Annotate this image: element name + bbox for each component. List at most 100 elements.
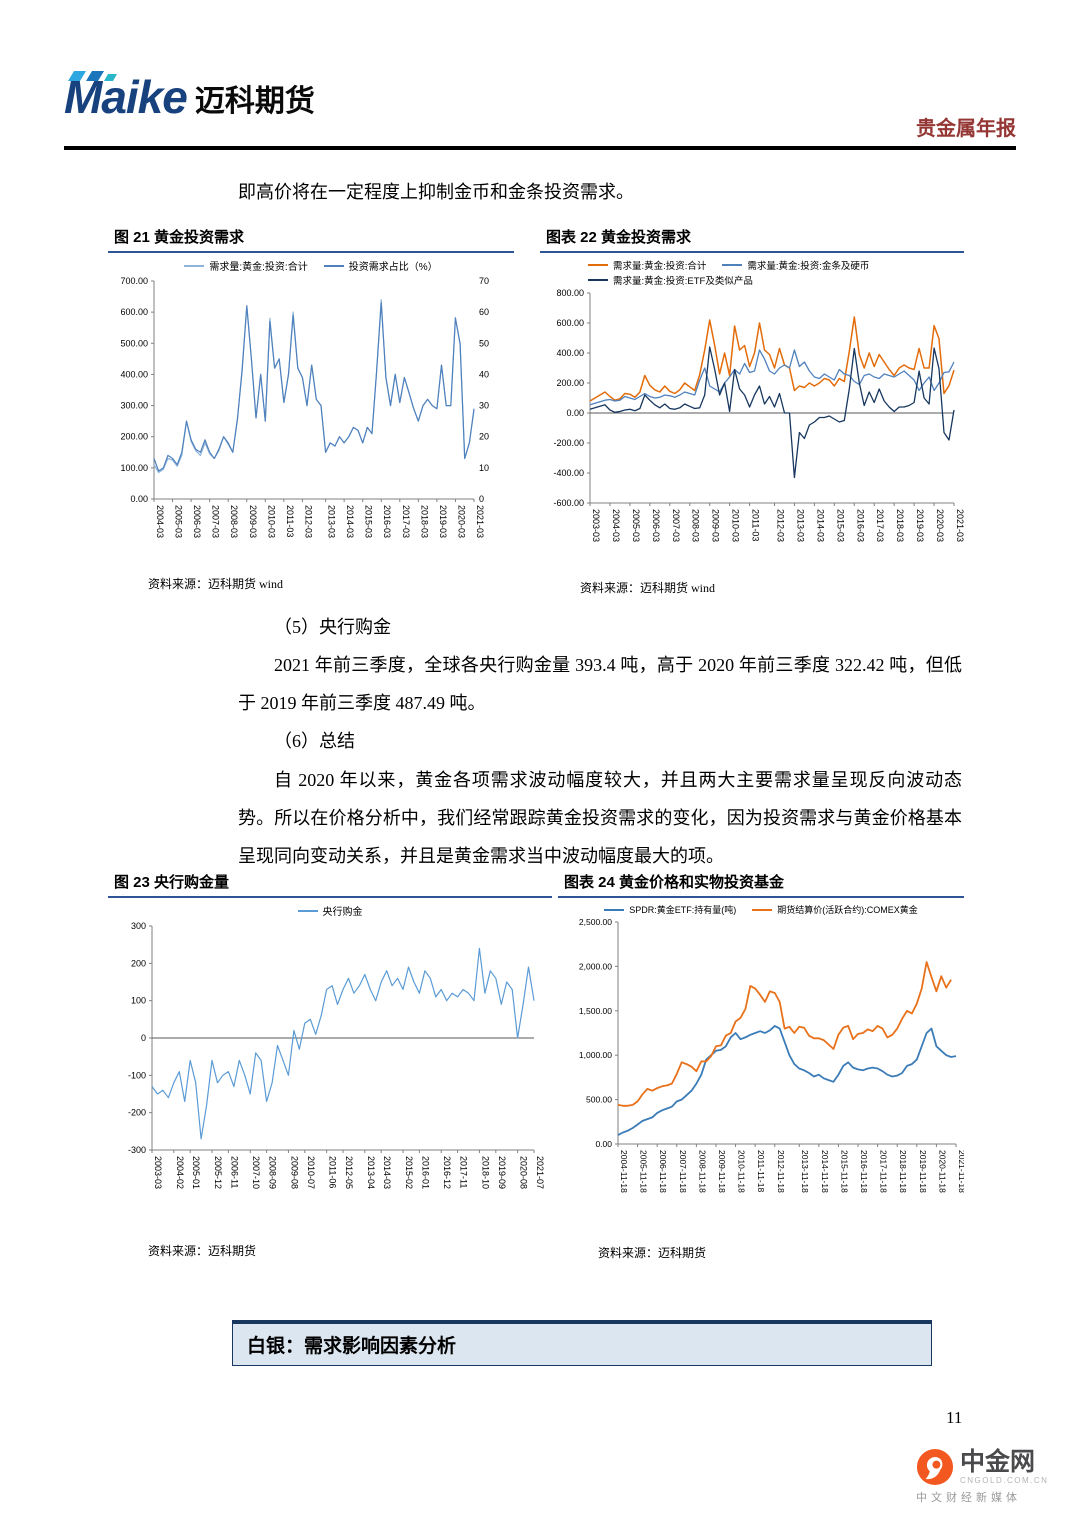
svg-text:30: 30 [479, 401, 489, 411]
figure-21-plot: 0.00 100.00 200.00 300.00 400.00 500.00 600.00… [108, 273, 514, 573]
svg-text:0: 0 [479, 494, 484, 504]
svg-text:2012-05: 2012-05 [344, 1156, 354, 1189]
legend-item: 期货结算价(活跃合约):COMEX黄金 [752, 903, 918, 916]
svg-text:2010-07: 2010-07 [306, 1156, 316, 1189]
svg-text:2016-11-18: 2016-11-18 [859, 1150, 869, 1193]
svg-text:2017-11: 2017-11 [459, 1156, 469, 1188]
figure-24-chart: SPDR:黄金ETF:持有量(吨) 期货结算价(活跃合约):COMEX黄金 0.0… [558, 903, 964, 1242]
svg-text:2015-03: 2015-03 [364, 505, 374, 538]
figure-22-plot: -600.00 -400.00 -200.00 0.00 200.00 400.00 600… [540, 287, 964, 577]
svg-text:70: 70 [479, 276, 489, 286]
figure-21-title: 图 21 黄金投资需求 [108, 226, 514, 253]
page-number: 11 [946, 1408, 963, 1427]
svg-text:200: 200 [131, 958, 146, 968]
svg-text:2006-11: 2006-11 [229, 1156, 239, 1188]
svg-text:2013-04: 2013-04 [366, 1156, 376, 1189]
svg-text:700.00: 700.00 [120, 276, 148, 286]
logo-diamonds-icon [68, 71, 117, 81]
svg-text:2007-10: 2007-10 [251, 1156, 261, 1189]
svg-text:2018-10: 2018-10 [480, 1156, 490, 1189]
svg-text:2012-11-18: 2012-11-18 [776, 1150, 786, 1193]
svg-text:2009-03: 2009-03 [248, 505, 258, 538]
svg-text:-400.00: -400.00 [553, 468, 584, 478]
svg-text:2004-03: 2004-03 [155, 505, 165, 538]
figure-24-title: 图表 24 黄金价格和实物投资基金 [558, 871, 964, 898]
figure-23-title: 图 23 央行购金量 [108, 871, 552, 898]
svg-text:100.00: 100.00 [120, 463, 148, 473]
figure-23-source: 资料来源：迈科期货 [148, 1244, 257, 1258]
svg-text:2005-12: 2005-12 [213, 1156, 223, 1189]
svg-text:2017-03: 2017-03 [875, 509, 885, 542]
chart-canvas: 0.00 100.00 200.00 300.00 400.00 500.00 600.00… [120, 276, 489, 538]
svg-text:2012-03: 2012-03 [775, 509, 785, 542]
svg-text:2003-03: 2003-03 [153, 1156, 163, 1189]
svg-text:2021-03: 2021-03 [475, 505, 485, 538]
maike-logo: Maike 迈科期货 [64, 71, 315, 123]
figure-24: 图表 24 黄金价格和实物投资基金 SPDR:黄金ETF:持有量(吨) 期货结算价… [558, 871, 964, 1261]
svg-text:2005-11-18: 2005-11-18 [639, 1150, 649, 1193]
svg-text:2009-03: 2009-03 [711, 509, 721, 542]
svg-text:2014-03: 2014-03 [815, 509, 825, 542]
svg-text:2020-03: 2020-03 [935, 509, 945, 542]
svg-text:400.00: 400.00 [120, 369, 148, 379]
section-banner-title: 白银：需求影响因素分析 [247, 1336, 457, 1357]
svg-text:500.00: 500.00 [120, 338, 148, 348]
svg-text:0.00: 0.00 [566, 408, 584, 418]
legend-item: 需求量:黄金:投资:金条及硬币 [722, 258, 869, 272]
svg-text:1,500.00: 1,500.00 [579, 1006, 612, 1016]
svg-text:2015-02: 2015-02 [404, 1156, 414, 1189]
page-header: Maike 迈科期货 贵金属年报 [64, 71, 1016, 144]
svg-text:2015-03: 2015-03 [835, 509, 845, 542]
svg-text:-600.00: -600.00 [553, 498, 584, 508]
svg-text:2009-08: 2009-08 [289, 1156, 299, 1189]
svg-text:60: 60 [479, 307, 489, 317]
svg-text:1,000.00: 1,000.00 [579, 1050, 612, 1060]
svg-text:-200: -200 [128, 1108, 146, 1118]
svg-text:2006-11-18: 2006-11-18 [658, 1150, 668, 1193]
section-banner: 白银：需求影响因素分析 [232, 1320, 932, 1366]
body-text: （5）央行购金 2021 年前三季度，全球各央行购金量 393.4 吨，高于 2… [238, 608, 962, 875]
svg-text:-100: -100 [128, 1070, 146, 1080]
svg-text:2003-03: 2003-03 [591, 509, 601, 542]
legend-item: SPDR:黄金ETF:持有量(吨) [604, 903, 736, 916]
figure-23-plot: -300 -200 -100 0 100 200 300 2003-03 2004-02 2005… [108, 918, 552, 1240]
svg-text:-200.00: -200.00 [553, 438, 584, 448]
svg-text:2014-03: 2014-03 [382, 1156, 392, 1189]
watermark-slogan: 中文财经新媒体 [916, 1492, 1021, 1504]
cngold-watermark: 中金网 CNGOLD.COM.CN 中文财经新媒体 [916, 1448, 1068, 1505]
watermark-brand: 中金网 [960, 1448, 1036, 1477]
svg-text:2007-03: 2007-03 [211, 505, 221, 538]
svg-text:600.00: 600.00 [556, 318, 584, 328]
svg-text:2016-01: 2016-01 [420, 1156, 430, 1189]
svg-text:2014-11-18: 2014-11-18 [820, 1150, 830, 1193]
svg-text:2005-01: 2005-01 [191, 1156, 201, 1189]
svg-text:50: 50 [479, 338, 489, 348]
svg-text:200.00: 200.00 [556, 378, 584, 388]
svg-text:2004-11-18: 2004-11-18 [619, 1150, 629, 1193]
svg-text:20: 20 [479, 432, 489, 442]
svg-text:2006-03: 2006-03 [651, 509, 661, 542]
svg-text:2008-11-18: 2008-11-18 [697, 1150, 707, 1193]
svg-text:200.00: 200.00 [120, 432, 148, 442]
logo-wordmark: Maike [64, 71, 188, 123]
svg-text:2013-03: 2013-03 [327, 505, 337, 538]
figure-22-chart: 需求量:黄金:投资:合计 需求量:黄金:投资:金条及硬币 需求量:黄金:投资:ETF… [540, 258, 964, 577]
figure-21-chart: 需求量:黄金:投资:合计 投资需求占比（%） 0.00 100.00 200.00 30… [108, 258, 514, 573]
svg-text:2018-03: 2018-03 [895, 509, 905, 542]
svg-text:2010-11-18: 2010-11-18 [737, 1150, 747, 1193]
svg-text:2020-08: 2020-08 [519, 1156, 529, 1189]
svg-text:0.00: 0.00 [130, 494, 148, 504]
chart-canvas: -300 -200 -100 0 100 200 300 2003-03 2004-02 2005… [128, 921, 545, 1189]
svg-text:2006-03: 2006-03 [192, 505, 202, 538]
svg-text:2019-03: 2019-03 [915, 509, 925, 542]
chart-canvas: -600.00 -400.00 -200.00 0.00 200.00 400.00 600… [553, 288, 964, 542]
svg-text:2015-11-18: 2015-11-18 [839, 1150, 849, 1193]
svg-text:2012-03: 2012-03 [303, 505, 313, 538]
svg-text:2005-03: 2005-03 [174, 505, 184, 538]
intro-paragraph: 即高价将在一定程度上抑制金币和金条投资需求。 [238, 182, 634, 202]
figure-24-legend: SPDR:黄金ETF:持有量(吨) 期货结算价(活跃合约):COMEX黄金 [558, 903, 964, 916]
paragraph-cb-detail: 2021 年前三季度，全球各央行购金量 393.4 吨，高于 2020 年前三季… [238, 655, 962, 714]
svg-text:300: 300 [131, 921, 146, 931]
svg-text:2017-03: 2017-03 [401, 505, 411, 538]
